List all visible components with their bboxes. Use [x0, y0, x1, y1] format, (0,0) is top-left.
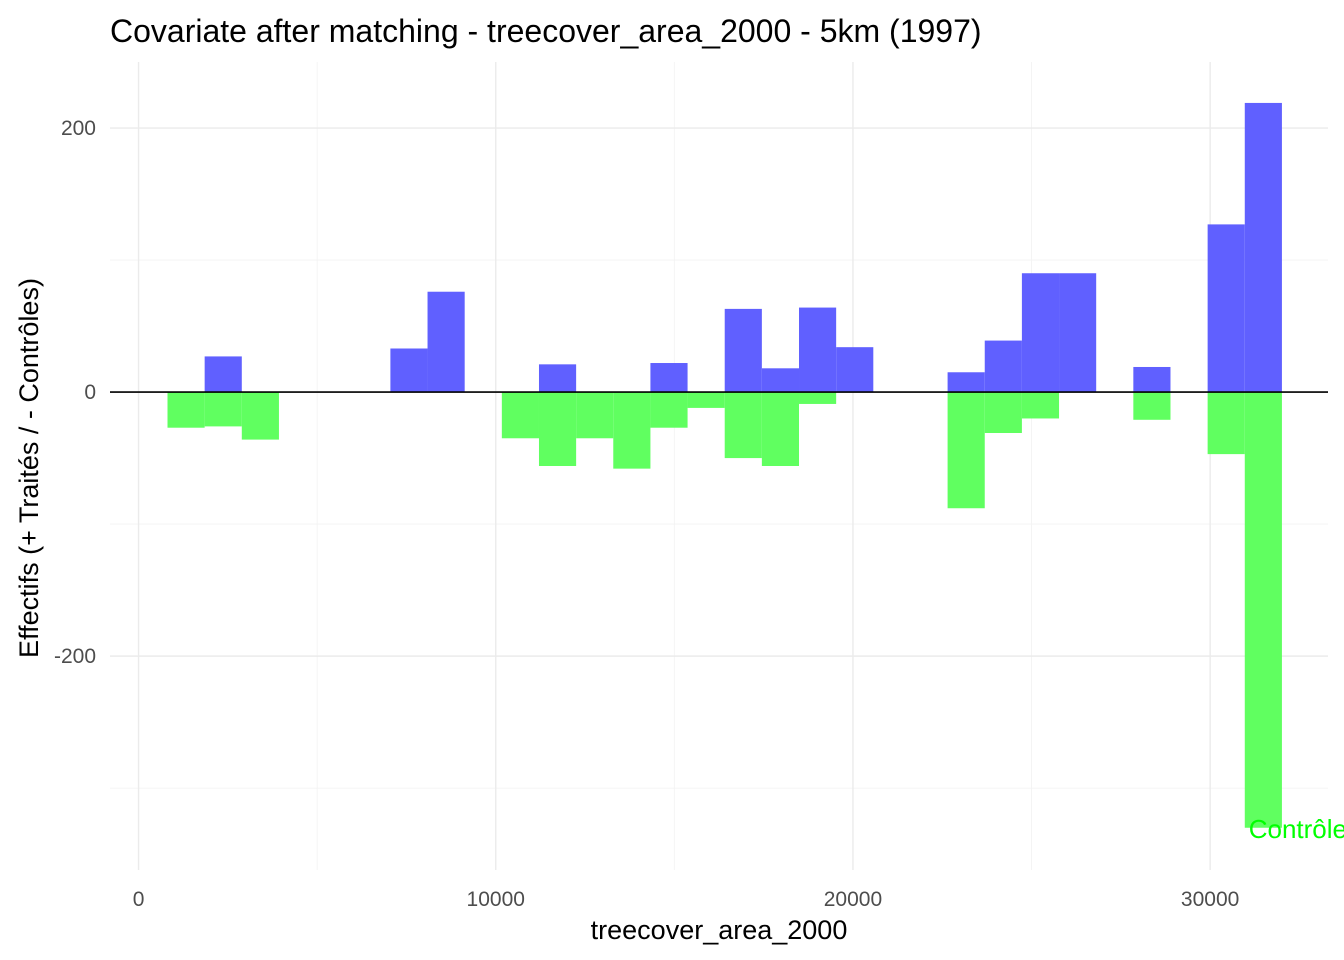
control-bar	[761, 392, 800, 466]
treated-bar	[799, 307, 837, 393]
control-bar	[947, 392, 985, 509]
x-tick-label: 10000	[467, 888, 525, 911]
treated-bar	[761, 368, 800, 393]
control-bar	[501, 392, 539, 439]
control-bar	[687, 392, 725, 408]
control-bar	[1021, 392, 1060, 419]
control-bar	[538, 392, 577, 466]
control-bar	[650, 392, 688, 428]
treated-bar	[1133, 366, 1171, 393]
treated-bar	[427, 291, 465, 393]
y-tick-label: 200	[61, 117, 96, 140]
treated-bar	[650, 363, 688, 393]
treated-bar	[1244, 102, 1282, 393]
y-axis-title: Effectifs (+ Traités / - Contrôles)	[14, 278, 44, 658]
grid	[110, 62, 1328, 870]
chart-title: Covariate after matching - treecover_are…	[110, 13, 982, 49]
y-tick-label: 0	[84, 381, 96, 404]
treated-bar	[390, 348, 428, 393]
treated-bar	[984, 340, 1022, 393]
control-bar	[1244, 392, 1282, 828]
control-bar	[167, 392, 205, 428]
annotation-controles: Contrôles	[1249, 814, 1344, 844]
control-series	[167, 392, 1282, 828]
treated-bar	[724, 308, 762, 393]
control-bar	[1207, 392, 1245, 455]
control-bar	[799, 392, 837, 404]
x-tick-label: 30000	[1181, 888, 1239, 911]
x-axis-title: treecover_area_2000	[591, 915, 848, 945]
control-bar	[576, 392, 614, 439]
treated-bar	[1207, 224, 1245, 393]
control-bar	[724, 392, 762, 459]
control-bar	[204, 392, 242, 427]
treated-bar	[947, 372, 985, 393]
x-tick-label: 20000	[824, 888, 882, 911]
treated-bar	[836, 347, 874, 393]
treated-bar	[1059, 273, 1097, 393]
x-axis-ticks: 0 10000 20000 30000	[133, 888, 1240, 911]
treated-bar	[204, 356, 242, 393]
x-tick-label: 0	[133, 888, 145, 911]
control-bar	[1133, 392, 1171, 420]
control-bar	[984, 392, 1022, 433]
y-tick-label: -200	[54, 645, 96, 668]
treated-bar	[1021, 273, 1060, 393]
treated-series	[204, 102, 1282, 393]
treated-bar	[538, 364, 577, 393]
y-axis-ticks: 200 0 -200	[54, 117, 96, 668]
control-bar	[241, 392, 279, 440]
control-bar	[613, 392, 651, 469]
